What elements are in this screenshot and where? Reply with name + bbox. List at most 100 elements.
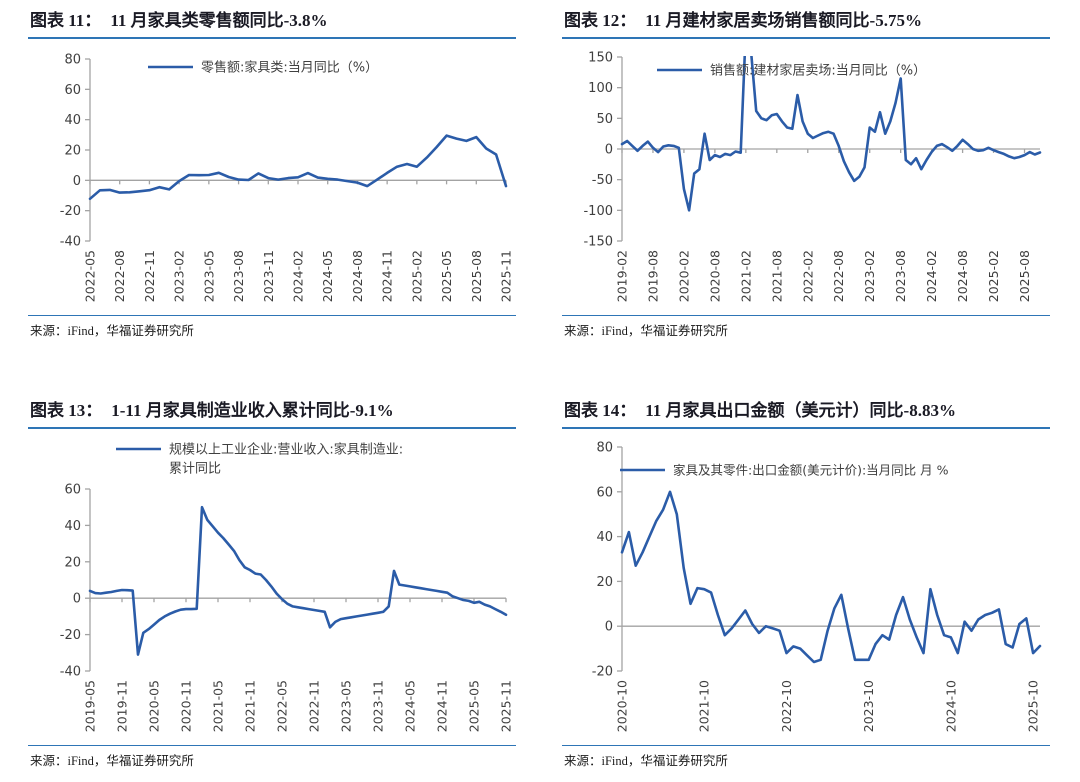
x-axis-tick-label: 2025-05 — [467, 680, 482, 732]
x-axis-tick-label: 2022-11 — [307, 680, 322, 732]
x-axis-tick-label: 2021-05 — [211, 680, 226, 732]
x-axis-tick-label: 2022-05 — [275, 680, 290, 732]
y-axis-tick-label: 0 — [73, 174, 81, 189]
x-axis-tick-label: 2025-11 — [499, 680, 514, 732]
y-axis-tick-label: 20 — [64, 555, 81, 570]
figure-panel-12: 图表 12： 11 月建材家居卖场销售额同比-5.75% 150 100 50 0 -50… — [562, 6, 1050, 339]
data-series-line — [620, 490, 1042, 664]
y-axis-tick-label: 0 — [605, 620, 613, 635]
figure-label: 图表 13： — [30, 401, 103, 420]
x-axis-tick-label: 2023-02 — [862, 250, 877, 302]
y-axis-tick-label: 60 — [596, 485, 613, 500]
y-axis-tick-label: -100 — [583, 204, 613, 219]
y-axis-tick-label: 0 — [73, 592, 81, 607]
figure-title: 图表 11： 11 月家具类零售额同比-3.8% — [28, 6, 516, 39]
y-axis-tick-label: 40 — [596, 530, 613, 545]
y-axis-tick-label: 20 — [596, 575, 613, 590]
figure-label: 图表 11： — [30, 11, 102, 30]
line-chart: 150 100 50 0 -50 -100 -150 2019-02 2019-08 2020-0… — [562, 43, 1050, 315]
x-axis-tick-label: 2023-08 — [893, 250, 908, 302]
source-text: 来源：iFind，华福证券研究所 — [564, 754, 728, 768]
x-axis-tick-label: 2021-02 — [738, 250, 753, 302]
x-axis-tick-label: 2021-08 — [769, 250, 784, 302]
source-note: 来源：iFind，华福证券研究所 — [562, 315, 1050, 339]
x-axis-tick-label: 2023-08 — [231, 250, 246, 302]
x-axis-tick-label: 2021-10 — [697, 680, 712, 732]
x-axis-tick-label: 2023-02 — [172, 250, 187, 302]
x-axis-tick-label: 2020-08 — [707, 250, 722, 302]
x-axis-tick-label: 2020-02 — [676, 250, 691, 302]
legend-label: 销售额:建材家居卖场:当月同比（%） — [710, 63, 926, 79]
y-axis-tick-label: 20 — [64, 144, 81, 159]
y-axis-tick-label: 60 — [64, 483, 81, 498]
y-axis-tick-label: 150 — [588, 51, 613, 66]
x-axis-tick-label: 2025-08 — [469, 250, 484, 302]
figure-label: 图表 12： — [564, 11, 637, 30]
x-axis-tick-label: 2019-11 — [115, 680, 130, 732]
figure-title-text: 1-11 月家具制造业收入累计同比-9.1% — [111, 401, 394, 420]
x-axis-tick-label: 2022-11 — [142, 250, 157, 302]
x-axis-tick-label: 2020-10 — [615, 680, 630, 732]
x-axis-tick-label: 2022-05 — [83, 250, 98, 302]
data-series-line — [88, 134, 508, 201]
x-axis-tick-label: 2025-11 — [499, 250, 514, 302]
x-axis-tick-label: 2019-02 — [615, 250, 630, 302]
x-axis-tick-label: 2024-11 — [380, 250, 395, 302]
line-chart: 80 60 40 20 0 -20 -40 2022-05 2022-08 2022-11 2023… — [28, 43, 516, 315]
x-axis-tick-label: 2022-10 — [779, 680, 794, 732]
x-axis-tick-label: 2022-08 — [112, 250, 127, 302]
data-series-line — [620, 56, 1042, 212]
figure-title: 图表 13： 1-11 月家具制造业收入累计同比-9.1% — [28, 396, 516, 429]
x-axis-tick-label: 2022-02 — [800, 250, 815, 302]
y-axis-tick-label: -50 — [592, 173, 613, 188]
y-axis-tick-label: 0 — [605, 143, 613, 158]
x-axis-tick-label: 2025-08 — [1017, 250, 1032, 302]
y-axis-tick-label: -20 — [592, 665, 613, 680]
figure-title-text: 11 月家具出口金额（美元计）同比-8.83% — [645, 401, 956, 420]
x-axis-tick-label: 2025-10 — [1026, 680, 1041, 732]
source-text: 来源：iFind，华福证券研究所 — [30, 324, 194, 338]
x-axis-tick-label: 2024-05 — [320, 250, 335, 302]
y-axis-tick-label: -40 — [60, 665, 81, 680]
y-axis-tick-label: -20 — [60, 204, 81, 219]
figure-panel-11: 图表 11： 11 月家具类零售额同比-3.8% 80 60 40 20 0 -20 -40 2… — [28, 6, 516, 339]
source-note: 来源：iFind，华福证券研究所 — [28, 745, 516, 769]
y-axis-tick-label: 40 — [64, 519, 81, 534]
source-note: 来源：iFind，华福证券研究所 — [28, 315, 516, 339]
y-axis-tick-label: 50 — [596, 112, 613, 127]
y-axis-tick-label: -150 — [583, 235, 613, 250]
source-text: 来源：iFind，华福证券研究所 — [564, 324, 728, 338]
y-axis-tick-label: -20 — [60, 628, 81, 643]
x-axis-tick-label: 2024-02 — [291, 250, 306, 302]
x-axis-tick-label: 2024-11 — [435, 680, 450, 732]
x-axis-tick-label: 2024-08 — [350, 250, 365, 302]
x-axis-tick-label: 2025-02 — [409, 250, 424, 302]
data-series-line — [88, 505, 508, 656]
figure-panel-13: 图表 13： 1-11 月家具制造业收入累计同比-9.1% 60 40 20 0 -20 -… — [28, 396, 516, 769]
x-axis-tick-label: 2023-10 — [861, 680, 876, 732]
x-axis-tick-label: 2023-05 — [339, 680, 354, 732]
y-axis-tick-label: 80 — [596, 441, 613, 456]
x-axis-tick-label: 2024-10 — [943, 680, 958, 732]
x-axis-tick-label: 2023-11 — [371, 680, 386, 732]
figure-title: 图表 12： 11 月建材家居卖场销售额同比-5.75% — [562, 6, 1050, 39]
y-axis-tick-label: 80 — [64, 53, 81, 68]
legend-label: 家具及其零件:出口金额(美元计价):当月同比 月 % — [673, 463, 949, 478]
legend-label: 规模以上工业企业:营业收入:家具制造业: — [169, 442, 403, 458]
x-axis-tick-label: 2019-05 — [83, 680, 98, 732]
x-axis-tick-label: 2024-05 — [403, 680, 418, 732]
legend-label: 累计同比 — [169, 462, 221, 477]
x-axis-tick-label: 2024-08 — [955, 250, 970, 302]
x-axis-tick-label: 2020-05 — [147, 680, 162, 732]
legend-label: 零售额:家具类:当月同比（%） — [201, 60, 378, 76]
x-axis-tick-label: 2025-05 — [439, 250, 454, 302]
figure-title-text: 11 月家具类零售额同比-3.8% — [110, 11, 328, 30]
figure-panel-14: 图表 14： 11 月家具出口金额（美元计）同比-8.83% 80 60 40 20 0 -… — [562, 396, 1050, 769]
x-axis-tick-label: 2023-11 — [261, 250, 276, 302]
source-text: 来源：iFind，华福证券研究所 — [30, 754, 194, 768]
line-chart: 60 40 20 0 -20 -40 2019-05 2019-11 2020-05 2020-1… — [28, 433, 516, 745]
